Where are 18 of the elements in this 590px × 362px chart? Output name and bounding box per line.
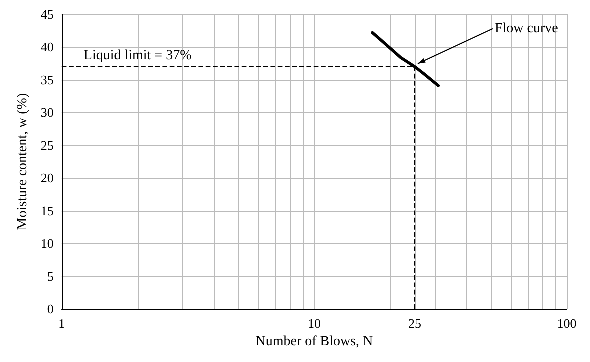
x-tick-label: 100 (557, 316, 577, 332)
y-tick-label: 0 (47, 302, 54, 317)
ref-line-label: Liquid limit = 37% (84, 48, 192, 64)
y-tick-label: 45 (40, 7, 54, 22)
x-axis-title: Number of Blows, N (256, 334, 374, 350)
x-tick-label: 1 (58, 316, 66, 332)
y-axis-title: Moisture content, w (%) (16, 93, 30, 230)
y-tick-label: 40 (40, 40, 54, 55)
y-tick-label: 20 (40, 170, 54, 186)
y-tick-label: 35 (40, 72, 54, 88)
x-tick-label: 25 (408, 316, 422, 332)
y-tick-label: 25 (40, 138, 54, 153)
annotation: Flow curve (494, 21, 558, 36)
x-tick-label: 10 (308, 316, 321, 332)
y-tick-label: 30 (40, 105, 54, 120)
y-tick-label: 10 (40, 236, 54, 252)
y-tick-label: 5 (47, 268, 54, 284)
y-tick-label: 15 (40, 203, 54, 218)
